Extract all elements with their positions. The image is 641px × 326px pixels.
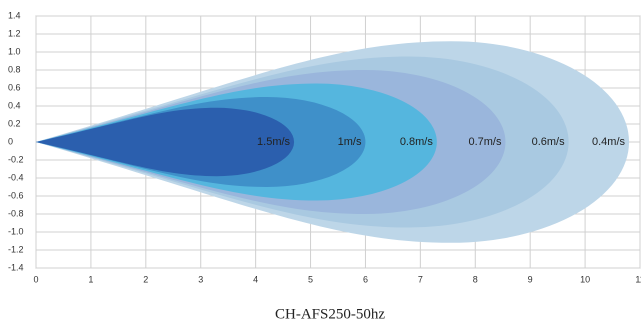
x-tick-label: 5 xyxy=(308,274,313,284)
y-tick-label: 0.8 xyxy=(8,64,21,74)
zone-label: 1.5m/s xyxy=(257,136,291,148)
zone-label: 0.4m/s xyxy=(592,136,626,148)
x-tick-label: 4 xyxy=(253,274,258,284)
zone-label: 0.7m/s xyxy=(468,136,502,148)
y-tick-label: 0.2 xyxy=(8,118,21,128)
x-tick-label: 8 xyxy=(473,274,478,284)
y-tick-label: -1.2 xyxy=(8,244,24,254)
x-tick-label: 9 xyxy=(528,274,533,284)
throw-zone xyxy=(36,107,295,177)
x-tick-label: 1 xyxy=(88,274,93,284)
y-tick-label: -1.0 xyxy=(8,226,24,236)
y-tick-label: 1.2 xyxy=(8,28,21,38)
x-tick-label: 11 xyxy=(635,274,641,284)
y-tick-label: 0.4 xyxy=(8,100,21,110)
x-tick-label: 2 xyxy=(143,274,148,284)
x-tick-label: 0 xyxy=(33,274,38,284)
zone-label: 0.6m/s xyxy=(532,136,566,148)
chart-title: CH-AFS250-50hz xyxy=(275,306,385,322)
zone-label: 0.8m/s xyxy=(400,136,434,148)
y-tick-label: 1.0 xyxy=(8,46,21,56)
y-tick-label: -0.6 xyxy=(8,190,24,200)
y-tick-label: -0.2 xyxy=(8,154,24,164)
y-tick-label: -0.8 xyxy=(8,208,24,218)
x-tick-label: 7 xyxy=(418,274,423,284)
x-tick-label: 10 xyxy=(580,274,590,284)
y-tick-label: 0.6 xyxy=(8,82,21,92)
x-tick-label: 3 xyxy=(198,274,203,284)
y-tick-label: 1.4 xyxy=(8,10,21,20)
y-tick-label: 0 xyxy=(8,136,13,146)
y-tick-label: -1.4 xyxy=(8,262,24,272)
zone-label: 1m/s xyxy=(338,136,362,148)
y-tick-label: -0.4 xyxy=(8,172,24,182)
x-tick-label: 6 xyxy=(363,274,368,284)
